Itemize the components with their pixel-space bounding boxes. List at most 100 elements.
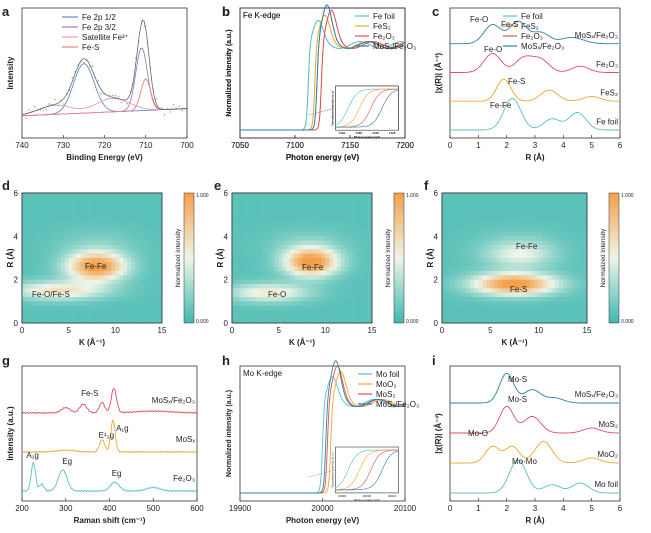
heatmap-cell	[486, 219, 491, 224]
heatmap-cell	[33, 301, 38, 306]
heatmap-cell	[115, 201, 120, 207]
heatmap-cell	[325, 253, 330, 259]
legend-label: MoSₓ/Fe₂O₃	[373, 42, 416, 51]
y-tick-label: 4	[224, 232, 229, 241]
heatmap-cell	[454, 310, 459, 315]
heatmap-cell	[542, 206, 548, 211]
colorbar-min-label: 0.000	[406, 319, 419, 325]
heatmap-cell	[111, 219, 116, 224]
heatmap-cell	[329, 197, 334, 202]
heatmap-cell	[294, 301, 299, 306]
heatmap-cell	[150, 301, 155, 306]
heatmap-cell	[450, 206, 455, 211]
heatmap-cell	[142, 227, 147, 233]
heatmap-cell	[526, 292, 531, 298]
x-tick-label: 19900	[229, 504, 252, 513]
heatmap-cell	[154, 301, 159, 306]
heatmap-cell	[344, 253, 349, 259]
heatmap-cell	[482, 232, 487, 237]
panel-label: d	[2, 178, 10, 193]
heatmap-cell	[514, 210, 519, 215]
heatmap-cell	[542, 318, 548, 324]
heatmap-cell	[570, 297, 576, 302]
heatmap-cell	[130, 258, 136, 263]
heatmap-cell	[510, 219, 515, 224]
heatmap-cell	[478, 318, 483, 324]
heatmap-cell	[111, 214, 116, 220]
heatmap-cell	[298, 288, 303, 293]
heatmap-cell	[278, 310, 283, 315]
heatmap-cell	[550, 197, 556, 202]
heatmap-cell	[478, 284, 483, 289]
heatmap-cell	[68, 240, 73, 246]
heatmap-cell	[566, 214, 572, 220]
heatmap-cell	[542, 292, 548, 298]
heatmap-cell	[150, 297, 155, 302]
heatmap-cell	[37, 249, 42, 254]
heatmap-cell	[337, 236, 342, 241]
heatmap-cell	[534, 284, 539, 289]
heatmap-cell	[329, 223, 334, 228]
heatmap-cell	[72, 284, 77, 289]
heatmap-cell	[154, 258, 159, 263]
heatmap-cell	[356, 227, 361, 233]
heatmap-cell	[486, 314, 491, 319]
heatmap-cell	[290, 292, 295, 298]
heatmap-cell	[119, 206, 124, 211]
heatmap-cell	[337, 240, 342, 246]
heatmap-cell	[582, 314, 588, 319]
heatmap-cell	[99, 266, 104, 272]
peak-annotation: Fe-O	[470, 15, 488, 24]
heatmap-cell	[25, 214, 31, 220]
heatmap-cell	[123, 301, 128, 306]
panel-label: a	[2, 4, 10, 19]
heatmap-cell	[95, 292, 101, 298]
heatmap-cell	[494, 258, 499, 263]
heatmap-cell	[267, 201, 272, 207]
heatmap-cell	[333, 253, 338, 259]
heatmap-cell	[546, 310, 552, 315]
heatmap-cell	[158, 301, 163, 306]
heatmap-cell	[259, 279, 264, 285]
heatmap-cell	[317, 297, 322, 302]
heatmap-cell	[150, 314, 155, 319]
colorbar-min-label: 0.000	[621, 319, 634, 325]
heatmap-cell	[494, 210, 499, 215]
heatmap-cell	[49, 219, 54, 224]
xanes-curve-mosx-fe2o3	[240, 360, 406, 494]
heatmap-cell	[558, 193, 564, 198]
heatmap-cell	[352, 240, 357, 246]
heatmap-cell	[442, 266, 447, 272]
heatmap-cell	[235, 245, 241, 250]
heatmap-cell	[490, 310, 495, 315]
heatmap-cell	[313, 279, 318, 285]
heatmap-cell	[526, 206, 531, 211]
inset-y-label: Normalized intensity (a.u.)	[331, 453, 335, 488]
heatmap-cell	[530, 219, 535, 224]
inset-tick-label: 20010	[388, 494, 397, 498]
heatmap-cell	[251, 210, 256, 215]
heatmap-cell	[313, 197, 318, 202]
series-label: MoSₓ/Fe₂O₃	[575, 390, 618, 399]
heatmap-cell	[325, 275, 330, 280]
heatmap-cell	[578, 249, 584, 254]
heatmap-cell	[239, 262, 244, 267]
heatmap-cell	[263, 292, 268, 298]
heatmap-cell	[235, 318, 241, 324]
heatmap-cell	[154, 253, 159, 259]
heatmap-cell	[317, 197, 322, 202]
heatmap-cell	[251, 249, 256, 254]
heatmap-cell	[95, 227, 101, 233]
heatmap-cell	[462, 275, 467, 280]
heatmap-cell	[72, 275, 77, 280]
x-tick-label: 1	[476, 504, 481, 513]
heatmap-cell	[290, 314, 295, 319]
heatmap-cell	[530, 301, 535, 306]
heatmap-cell	[41, 292, 46, 298]
heatmap-cell	[95, 210, 101, 215]
ft-curve-fe2o3	[450, 53, 619, 73]
heatmap-cell	[526, 210, 531, 215]
heatmap-cell	[550, 314, 556, 319]
heatmap-cell	[68, 249, 73, 254]
heatmap-cell	[60, 214, 66, 220]
